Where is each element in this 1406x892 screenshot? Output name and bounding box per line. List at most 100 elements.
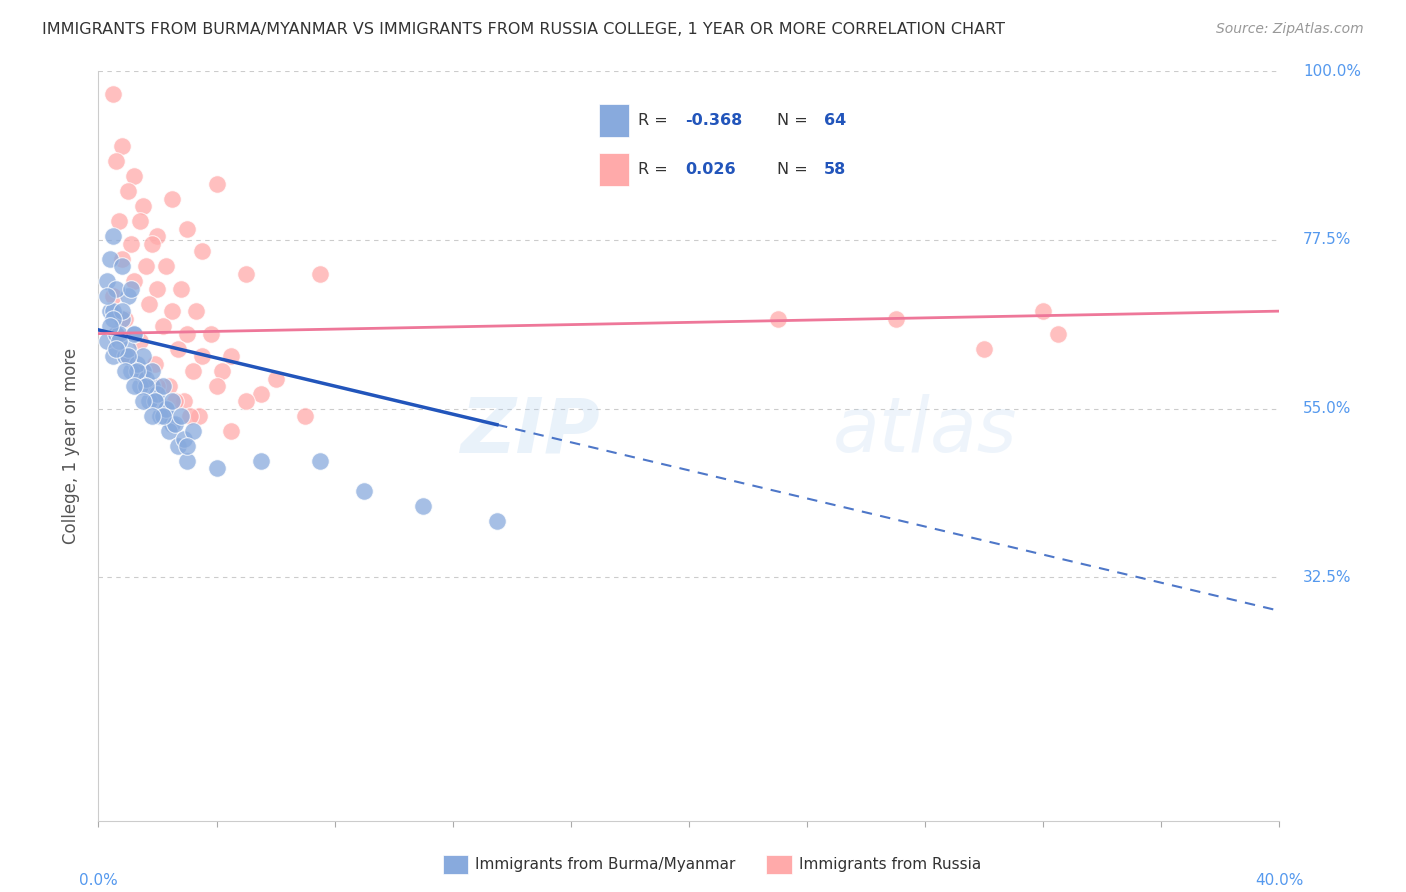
Point: [105, 326, 128, 341]
Text: Immigrants from Russia: Immigrants from Russia: [799, 857, 981, 871]
Point: [132, 364, 155, 378]
Point: [103, 289, 125, 303]
Point: [111, 259, 134, 273]
Point: [191, 244, 214, 259]
Point: [146, 282, 169, 296]
Point: [128, 214, 150, 228]
Point: [167, 439, 190, 453]
Point: [108, 334, 131, 348]
Point: [162, 304, 183, 318]
Point: [96, 274, 118, 288]
Point: [132, 394, 155, 409]
Point: [211, 364, 233, 378]
Point: [187, 409, 209, 423]
Text: 0.026: 0.026: [685, 162, 735, 178]
Point: [111, 252, 134, 266]
Point: [205, 177, 228, 191]
Point: [117, 289, 139, 303]
Text: 32.5%: 32.5%: [1303, 570, 1351, 584]
Point: [250, 454, 273, 468]
Point: [98, 319, 121, 334]
Point: [103, 87, 125, 101]
Point: [353, 483, 375, 498]
Point: [165, 417, 187, 431]
Text: 77.5%: 77.5%: [1303, 233, 1351, 247]
Point: [149, 409, 172, 423]
Text: IMMIGRANTS FROM BURMA/MYANMAR VS IMMIGRANTS FROM RUSSIA COLLEGE, 1 YEAR OR MORE : IMMIGRANTS FROM BURMA/MYANMAR VS IMMIGRA…: [42, 22, 1005, 37]
Point: [165, 394, 187, 409]
Point: [235, 394, 257, 409]
Point: [162, 417, 183, 431]
Point: [146, 379, 169, 393]
Point: [108, 326, 131, 341]
Point: [103, 349, 125, 363]
Text: Source: ZipAtlas.com: Source: ZipAtlas.com: [1216, 22, 1364, 37]
Point: [125, 357, 148, 371]
Point: [114, 349, 136, 363]
Point: [176, 454, 198, 468]
Text: atlas: atlas: [832, 394, 1018, 468]
Point: [111, 311, 134, 326]
FancyBboxPatch shape: [599, 104, 628, 136]
Text: 58: 58: [824, 162, 846, 178]
Point: [146, 229, 169, 244]
Text: N =: N =: [776, 162, 813, 178]
Point: [221, 349, 243, 363]
Point: [135, 259, 157, 273]
Point: [1047, 326, 1070, 341]
Text: N =: N =: [776, 112, 813, 128]
Point: [120, 282, 142, 296]
Text: 40.0%: 40.0%: [1256, 873, 1303, 888]
Point: [114, 364, 136, 378]
Point: [200, 326, 222, 341]
Point: [98, 304, 121, 318]
Point: [181, 364, 204, 378]
Point: [132, 199, 155, 213]
FancyBboxPatch shape: [599, 153, 628, 186]
Point: [122, 169, 145, 184]
Text: R =: R =: [638, 112, 672, 128]
Point: [176, 439, 198, 453]
Point: [152, 319, 174, 334]
Point: [157, 424, 180, 438]
Point: [264, 371, 287, 385]
Point: [122, 274, 145, 288]
Point: [152, 379, 174, 393]
Point: [120, 364, 142, 378]
Point: [176, 326, 198, 341]
Point: [103, 304, 125, 318]
Point: [141, 409, 163, 423]
Point: [294, 409, 316, 423]
Point: [141, 236, 163, 251]
Point: [96, 334, 118, 348]
Point: [152, 409, 174, 423]
Point: [179, 409, 201, 423]
Point: [141, 379, 163, 393]
Point: [105, 154, 128, 169]
Point: [132, 364, 155, 378]
Point: [184, 304, 207, 318]
Point: [486, 514, 509, 528]
Point: [170, 409, 193, 423]
Point: [973, 342, 995, 356]
Point: [162, 192, 183, 206]
Point: [125, 364, 148, 378]
Point: [176, 221, 198, 235]
Text: 55.0%: 55.0%: [1303, 401, 1351, 416]
Point: [96, 289, 118, 303]
Text: R =: R =: [638, 162, 672, 178]
Point: [191, 349, 214, 363]
Point: [146, 394, 169, 409]
Text: 64: 64: [824, 112, 846, 128]
Point: [1032, 304, 1054, 318]
Point: [105, 326, 128, 341]
Point: [98, 252, 121, 266]
Point: [205, 461, 228, 475]
Point: [103, 311, 125, 326]
Text: Immigrants from Burma/Myanmar: Immigrants from Burma/Myanmar: [475, 857, 735, 871]
Point: [122, 379, 145, 393]
Point: [173, 432, 195, 446]
Point: [143, 357, 166, 371]
Point: [120, 236, 142, 251]
Point: [122, 326, 145, 341]
